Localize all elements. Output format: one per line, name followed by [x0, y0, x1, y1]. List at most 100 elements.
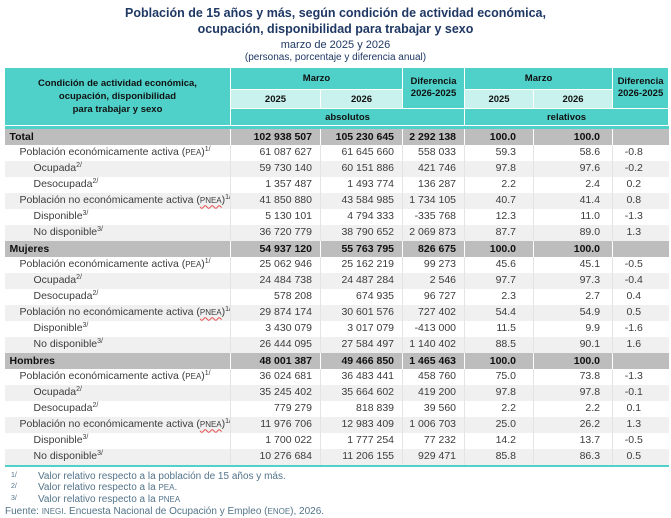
- row-value: 11.5: [464, 320, 534, 337]
- label-text: Población no económicamente activa (: [19, 305, 200, 318]
- row-value: 1 357 487: [230, 176, 321, 193]
- row-value: 97.7: [464, 272, 534, 289]
- page-title-line-2: ocupación, disponibilidad para trabajar …: [197, 22, 474, 36]
- table-row: Disponible3/5 130 101 4 794 333 -335 768 12…: [5, 208, 669, 225]
- source-line: Fuente: INEGI. Encuesta Nacional de Ocup…: [0, 506, 671, 518]
- row-value: 136 287: [402, 176, 465, 193]
- table-row: Población económicamente activa (PEA)1/2…: [5, 256, 669, 273]
- superscript-marker: 2/: [92, 402, 99, 409]
- row-value: -0.1: [612, 384, 669, 401]
- label-text: No disponible: [33, 337, 98, 350]
- row-value: -1.6: [612, 320, 669, 337]
- table-row: Ocupada2/24 484 738 24 487 284 2 546 97.7 97…: [4, 272, 669, 289]
- section-value: 100.0: [464, 128, 534, 145]
- label-text: ): [201, 257, 205, 270]
- superscript-marker: 3/: [82, 434, 89, 441]
- row-label: Disponible3/: [5, 321, 231, 337]
- label-text: Disponible: [33, 433, 83, 446]
- section-value: 100.0: [533, 128, 613, 145]
- label-text: Población no económicamente activa (: [19, 193, 200, 206]
- row-label: Población económicamente activa (PEA)1/: [5, 257, 231, 273]
- label-text: .: [174, 482, 178, 493]
- row-value: 10 276 684: [230, 448, 321, 465]
- row-label: Desocupada2/: [5, 177, 231, 193]
- row-label: Población no económicamente activa (PNEA…: [4, 304, 231, 321]
- row-value: 73.8: [533, 368, 613, 385]
- table-row: Desocupada2/1 357 487 1 493 774 136 287 2.2…: [5, 176, 669, 193]
- row-label: Ocupada2/: [4, 160, 231, 177]
- row-value: 1 777 254: [319, 432, 403, 449]
- label-text: Población económicamente activa (: [19, 369, 186, 382]
- row-value: 5 130 101: [230, 208, 321, 225]
- row-value: 13.7: [533, 432, 613, 449]
- superscript-marker: 3/: [97, 450, 103, 457]
- section-value: 2 292 138: [402, 128, 465, 145]
- footnote-marker: 3/: [11, 494, 17, 502]
- table-header: Condición de actividad económica, ocupac…: [4, 67, 670, 126]
- row-value: 4 794 333: [319, 208, 403, 225]
- row-value: 61 645 660: [319, 144, 403, 161]
- table-row: Población no económicamente activa (PNEA…: [4, 304, 669, 321]
- row-value: 41.4: [533, 192, 613, 209]
- label-text: ): [221, 193, 226, 206]
- section-value: 48 001 387: [230, 352, 321, 369]
- difference-label: Diferencia: [617, 76, 664, 87]
- superscript-marker: 1/: [225, 306, 231, 313]
- footnote-text: Valor relativo respecto a la PNEA: [38, 494, 180, 506]
- row-value: 40.7: [464, 192, 534, 209]
- row-value: 25.0: [464, 416, 534, 433]
- section-value: 826 675: [402, 240, 465, 257]
- row-value: 727 402: [402, 304, 465, 321]
- row-label: Disponible3/: [5, 433, 231, 449]
- row-label: Población no económicamente activa (PNEA…: [4, 416, 231, 433]
- stub-header-line-2: ocupación, disponibilidad: [58, 91, 177, 102]
- year-header-relative-2026: 2026: [533, 89, 614, 109]
- row-value: 2.2: [464, 176, 534, 193]
- difference-header-absolute: Diferencia 2026-2025: [402, 67, 466, 109]
- row-label: Ocupada2/: [4, 384, 231, 401]
- row-value: 9.9: [533, 320, 613, 337]
- page-subtitle: marzo de 2025 y 2026: [280, 39, 391, 51]
- row-label: No disponible3/: [4, 336, 231, 353]
- row-value: 419 200: [402, 384, 465, 401]
- label-text: Población económicamente activa (: [19, 257, 186, 270]
- label-text: Desocupada: [33, 289, 93, 302]
- superscript-marker: 2/: [76, 162, 82, 169]
- stub-header-line-3: para trabajar y sexo: [72, 104, 163, 115]
- section-label: Hombres: [4, 352, 231, 369]
- row-value: 88.5: [464, 336, 534, 353]
- row-value: 0.2: [612, 176, 669, 193]
- row-value: 38 790 652: [319, 224, 403, 241]
- row-value: 2 546: [402, 272, 465, 289]
- row-value: 59.3: [464, 144, 534, 161]
- superscript-marker: 3/: [82, 322, 89, 329]
- row-value: 45.1: [533, 256, 613, 273]
- row-value: -0.2: [612, 160, 669, 177]
- row-value: 85.8: [464, 448, 534, 465]
- table-row: Población económicamente activa (PEA)1/3…: [5, 368, 669, 385]
- row-value: 36 024 681: [230, 368, 321, 385]
- row-value: 87.7: [464, 224, 534, 241]
- label-text: No disponible: [33, 225, 98, 238]
- label-text: ): [201, 145, 205, 158]
- row-value: 11.0: [533, 208, 613, 225]
- section-value: 102 938 507: [230, 128, 321, 145]
- row-value: 558 033: [402, 144, 465, 161]
- superscript-marker: 1/: [225, 418, 231, 425]
- section-value: 105 230 645: [319, 128, 403, 145]
- superscript-marker: 1/: [204, 370, 211, 377]
- page-title: Población de 15 años y más, según condic…: [0, 0, 671, 37]
- superscript-marker: 2/: [92, 290, 99, 297]
- month-header-absolute: Marzo: [229, 67, 404, 90]
- table-row: No disponible3/10 276 684 11 206 155 929 4…: [4, 448, 669, 465]
- row-value: 97.8: [464, 384, 534, 401]
- abbreviation: INEGI: [41, 507, 64, 516]
- row-value: 2 069 873: [402, 224, 465, 241]
- row-value: 3 430 079: [230, 320, 321, 337]
- year-header-absolute-2025: 2025: [230, 89, 321, 109]
- label-text: Desocupada: [33, 401, 93, 414]
- abbreviation: PEA: [185, 147, 202, 157]
- row-value: 3 017 079: [319, 320, 403, 337]
- row-value: 818 839: [319, 400, 403, 417]
- row-value: 27 584 497: [319, 336, 403, 353]
